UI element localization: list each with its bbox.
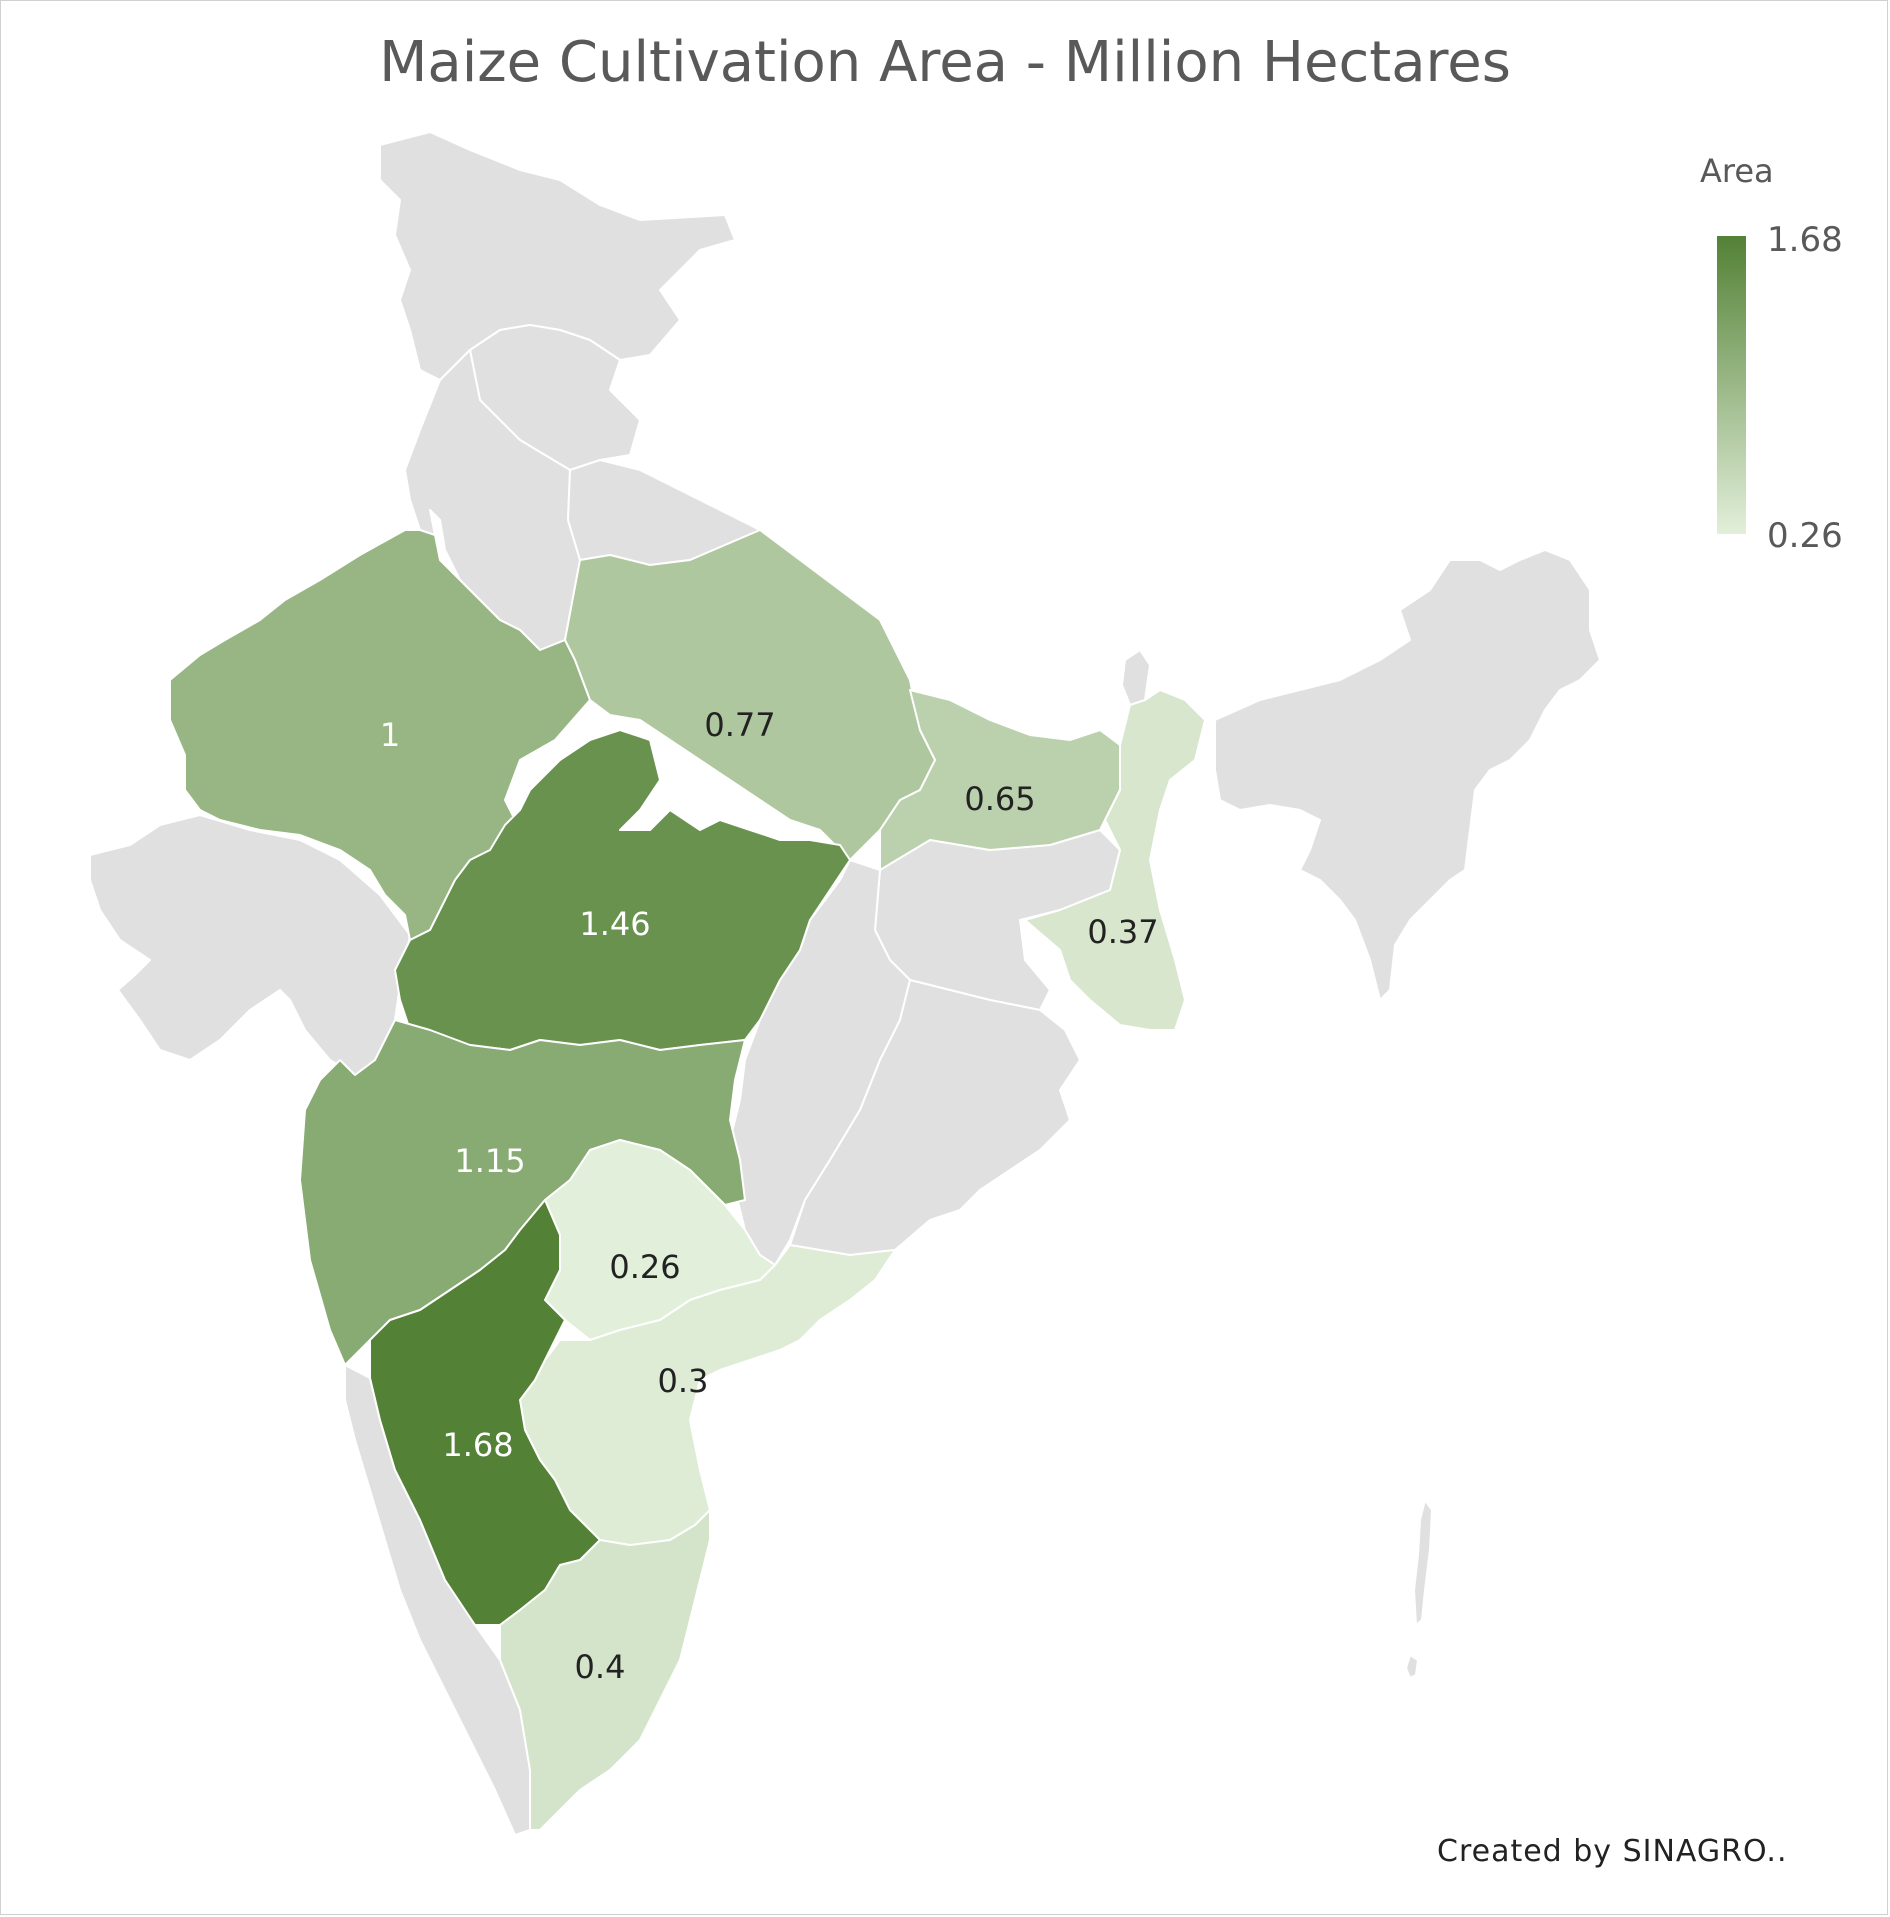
- credit-text: Created by SINAGRO..: [1437, 1834, 1788, 1869]
- region-sikkim: [1121, 649, 1151, 706]
- value-label-west-bengal: 0.37: [1087, 913, 1158, 951]
- value-label-tamil-nadu: 0.4: [575, 1648, 626, 1686]
- value-label-karnataka: 1.68: [442, 1426, 513, 1464]
- region-bihar: [879, 689, 1121, 871]
- value-label-maharashtra: 1.15: [454, 1142, 525, 1180]
- data-regions: [169, 529, 1206, 1831]
- region-madhya-pradesh: [394, 729, 851, 1051]
- value-label-telangana: 0.26: [609, 1248, 680, 1286]
- value-label-bihar: 0.65: [964, 780, 1035, 818]
- region-karnataka: [369, 1199, 601, 1626]
- region-andaman-islands: [1413, 1499, 1433, 1626]
- no-data-regions: [89, 131, 1601, 1836]
- value-label-uttar-pradesh: 0.77: [704, 706, 775, 744]
- value-labels: 1 0.77 0.65 1.46 0.37 1.15 0.26 0.3 1.68…: [380, 706, 1159, 1686]
- legend-color-scale: [1717, 236, 1746, 534]
- region-west-bengal: [1024, 689, 1206, 1031]
- legend-max-label: 1.68: [1767, 220, 1843, 260]
- value-label-rajasthan: 1: [380, 716, 400, 754]
- region-rajasthan: [169, 529, 591, 941]
- legend-title: Area: [1700, 152, 1774, 190]
- value-label-madhya-pradesh: 1.46: [579, 905, 650, 943]
- region-nicobar-islands: [1405, 1654, 1419, 1679]
- region-northeast: [1214, 549, 1601, 1001]
- region-tamil-nadu: [499, 1509, 711, 1831]
- legend-min-label: 0.26: [1767, 516, 1843, 556]
- region-gujarat: [89, 814, 411, 1076]
- value-label-andhra-pradesh: 0.3: [658, 1362, 709, 1400]
- region-odisha: [789, 979, 1081, 1256]
- map-title: Maize Cultivation Area - Million Hectare…: [379, 30, 1511, 95]
